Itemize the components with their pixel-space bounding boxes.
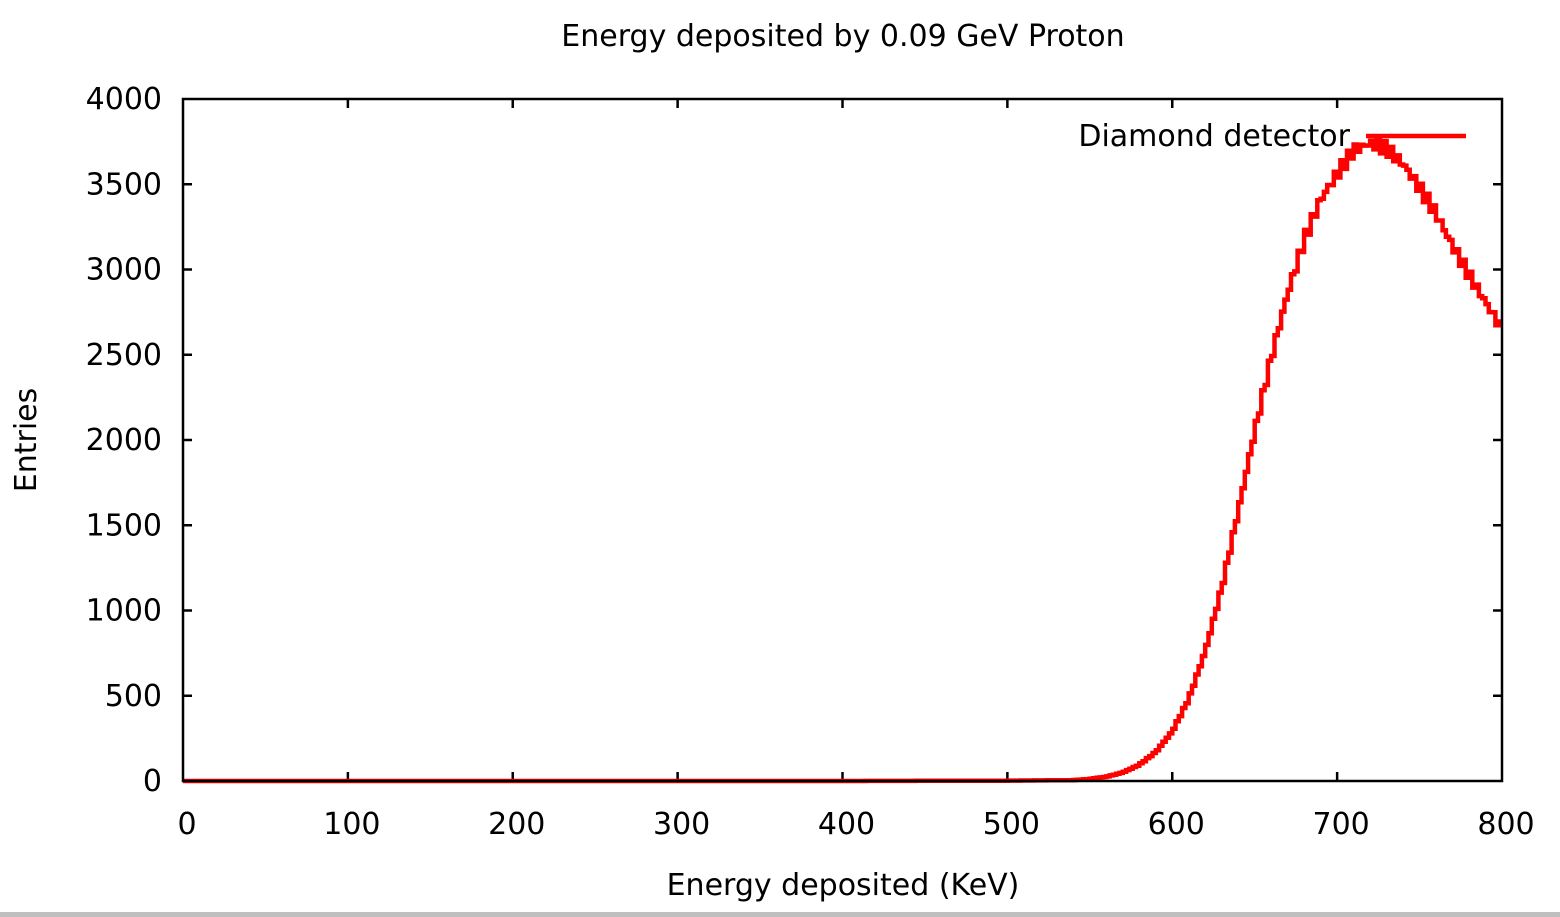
y-axis-label: Entries (9, 388, 44, 493)
x-tick-label: 200 (488, 807, 545, 842)
y-tick-label: 1000 (86, 594, 162, 629)
y-tick-label: 1500 (86, 508, 162, 543)
x-tick-label: 500 (983, 807, 1040, 842)
y-tick-label: 2500 (86, 338, 162, 373)
x-tick-label: 100 (323, 807, 380, 842)
y-tick-label: 2000 (86, 423, 162, 458)
bottom-edge-rule (0, 912, 1560, 917)
plot-series-layer (183, 137, 1502, 784)
x-tick-label: 400 (818, 807, 875, 842)
y-tick-label: 3500 (86, 167, 162, 202)
series-line (183, 137, 1502, 784)
y-tick-label: 0 (143, 764, 162, 799)
y-tick-label: 500 (105, 679, 162, 714)
y-tick-label: 3000 (86, 253, 162, 288)
x-axis-label: Energy deposited (KeV) (667, 868, 1020, 903)
x-tick-label: 300 (653, 807, 710, 842)
legend: Diamond detector (1078, 119, 1466, 154)
y-tick-label: 4000 (86, 82, 162, 117)
plot-frame (181, 97, 1504, 783)
x-axis-ticks: 0 100 200 300 400 500 600 700 800 (177, 99, 1535, 842)
chart-title: Energy deposited by 0.09 GeV Proton (561, 19, 1124, 54)
x-tick-label: 0 (177, 807, 196, 842)
x-tick-label: 700 (1312, 807, 1369, 842)
x-tick-label: 800 (1477, 807, 1534, 842)
y-axis-ticks: 0 500 1000 1500 2000 2500 3000 3500 4000 (86, 82, 1502, 799)
x-tick-label: 600 (1148, 807, 1205, 842)
legend-label: Diamond detector (1078, 119, 1350, 154)
